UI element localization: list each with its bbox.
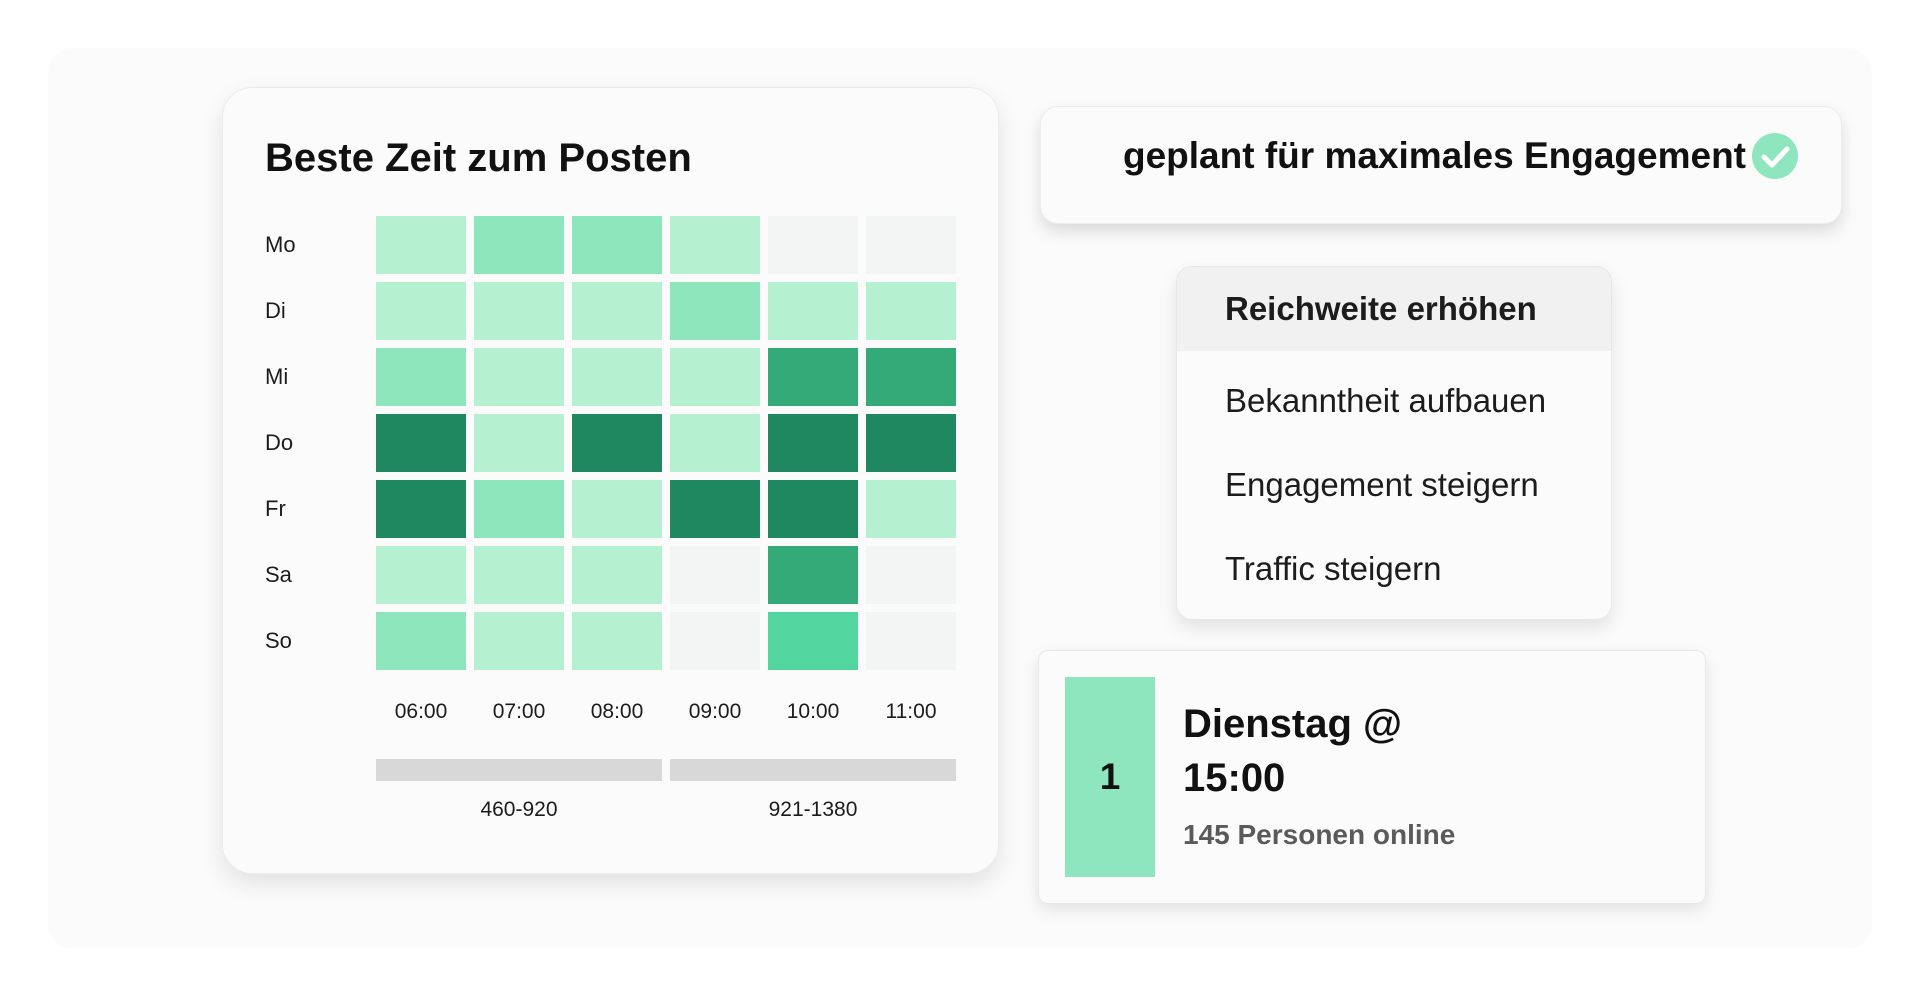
heatmap-cell	[376, 216, 466, 274]
rank-badge: 1	[1065, 677, 1155, 877]
heatmap-cell	[376, 282, 466, 340]
heatmap-cell	[474, 348, 564, 406]
heatmap-cell	[572, 546, 662, 604]
heatmap-cell	[866, 216, 956, 274]
goal-dropdown-menu: Reichweite erhöhen Bekanntheit aufbauen …	[1176, 266, 1612, 620]
heatmap-cell	[866, 612, 956, 670]
heatmap-cell	[474, 480, 564, 538]
heatmap-cell	[866, 480, 956, 538]
goal-option[interactable]: Bekanntheit aufbauen	[1225, 382, 1547, 419]
time-label: 11:00	[885, 700, 937, 723]
heatmap-title: Beste Zeit zum Posten	[265, 136, 692, 180]
heatmap-cell	[768, 414, 858, 472]
heatmap-cell	[866, 546, 956, 604]
day-label: So	[265, 628, 292, 653]
best-time-heatmap-card: Beste Zeit zum Posten Mo Di Mi Do Fr Sa So 06:0…	[222, 87, 999, 874]
heatmap-cell	[376, 546, 466, 604]
time-label: 10:00	[786, 700, 840, 723]
heatmap-cell	[572, 480, 662, 538]
day-label: Sa	[265, 562, 292, 587]
heatmap-cell	[572, 216, 662, 274]
heatmap-cell	[768, 282, 858, 340]
range-bar	[670, 759, 956, 781]
heatmap-cell	[474, 414, 564, 472]
online-count: 145 Personen online	[1183, 819, 1456, 850]
time-label: 07:00	[492, 700, 546, 723]
heatmap-cell	[376, 414, 466, 472]
scheduled-confirmation-card: geplant für maximales Engagement	[1040, 106, 1842, 224]
heatmap-cell	[572, 348, 662, 406]
range-label: 921-1380	[768, 798, 858, 821]
day-label: Di	[265, 298, 286, 323]
range-bar	[376, 759, 662, 781]
heatmap-cell	[376, 612, 466, 670]
day-label: Mo	[265, 232, 296, 257]
best-time-card: 1 Dienstag @ 15:00 145 Personen online	[1038, 650, 1706, 904]
heatmap-cell	[866, 414, 956, 472]
heatmap-cell	[670, 282, 760, 340]
heatmap-cell	[474, 612, 564, 670]
heatmap-cell	[670, 612, 760, 670]
day-label: Mi	[265, 364, 289, 389]
heatmap-cell	[670, 216, 760, 274]
heatmap-cell	[474, 216, 564, 274]
day-label: Do	[265, 430, 294, 455]
heatmap-cell	[768, 612, 858, 670]
heatmap-cell	[474, 282, 564, 340]
heatmap-cell	[670, 414, 760, 472]
time-label: 06:00	[394, 700, 448, 723]
heatmap-cell	[572, 612, 662, 670]
range-label: 460-920	[480, 798, 558, 821]
heatmap-cell	[572, 414, 662, 472]
heatmap-cell	[866, 282, 956, 340]
check-icon	[1752, 133, 1798, 179]
heatmap-cell	[670, 546, 760, 604]
heatmap-cell	[768, 348, 858, 406]
day-label: Fr	[265, 496, 286, 521]
heatmap-cell	[670, 480, 760, 538]
heatmap-cell	[670, 348, 760, 406]
heatmap-cell	[866, 348, 956, 406]
heatmap-cell	[572, 282, 662, 340]
heatmap-cell	[768, 480, 858, 538]
heatmap-cell	[474, 546, 564, 604]
goal-option[interactable]: Reichweite erhöhen	[1177, 267, 1611, 351]
scheduled-text: geplant für maximales Engagement	[1123, 135, 1747, 176]
heatmap-cell	[376, 348, 466, 406]
heatmap-cell	[768, 216, 858, 274]
best-time-title: Dienstag @ 15:00	[1183, 702, 1403, 800]
heatmap-cell	[376, 480, 466, 538]
time-label: 08:00	[590, 700, 644, 723]
goal-option[interactable]: Traffic steigern	[1225, 550, 1442, 587]
heatmap-cell	[768, 546, 858, 604]
time-label: 09:00	[688, 700, 742, 723]
goal-option[interactable]: Engagement steigern	[1225, 466, 1539, 503]
